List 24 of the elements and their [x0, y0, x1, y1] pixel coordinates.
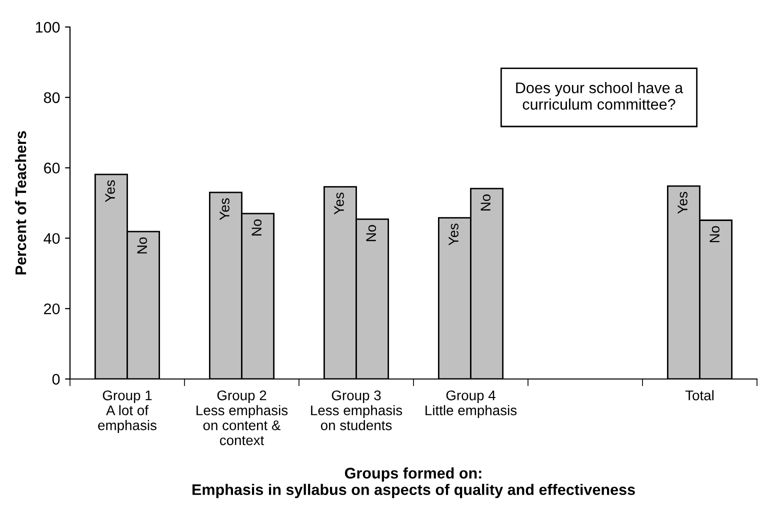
series-label: No — [252, 219, 262, 236]
x-tick-label: Group 4 Little emphasis — [426, 390, 517, 418]
text: Yes — [220, 198, 230, 220]
y-tick-label: 40 — [44, 233, 60, 244]
y-tick-label: 60 — [44, 162, 60, 174]
x-tick-label: Total — [685, 390, 714, 400]
text: No — [366, 225, 376, 242]
y-tick-label: 100 — [36, 22, 60, 33]
x-tick-label: Group 1 A lot of emphasis — [98, 390, 156, 433]
x-axis-title: Groups formed on: Emphasis in syllabus on aspects of quality and effectiveness — [192, 467, 635, 498]
text: No — [710, 226, 720, 242]
y-tick-label: 80 — [44, 92, 60, 104]
text: No — [480, 194, 491, 210]
text: Yes — [334, 192, 344, 214]
y-tick-label: 20 — [44, 303, 60, 314]
x-tick-label: Group 3 Less emphasis on students — [311, 390, 402, 430]
y-tick-label: 0 — [52, 374, 60, 385]
text: Yes — [448, 224, 458, 246]
x-tick-label: Group 2 Less emphasis on content & context — [196, 390, 288, 446]
series-label: Yes — [105, 180, 115, 202]
y-axis-title: Percent of Teachers — [14, 131, 26, 274]
text: Yes — [678, 192, 688, 214]
annotation: Does your school have a curriculum committee? — [516, 82, 684, 110]
text: No — [137, 237, 148, 254]
